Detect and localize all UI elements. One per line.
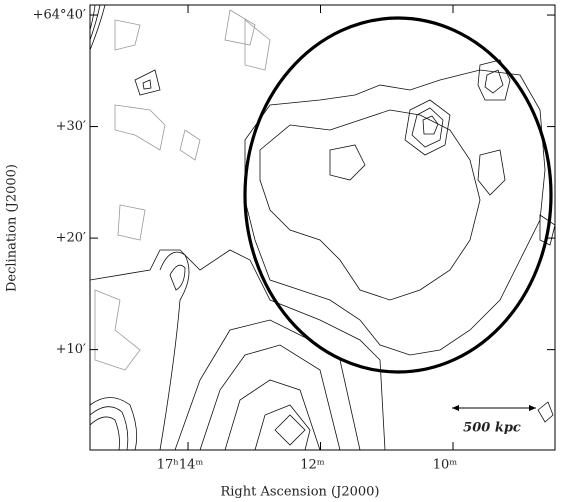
y-tick-label: +10′ bbox=[56, 342, 86, 357]
contours bbox=[89, 4, 556, 451]
x-tick-label: 17ʰ14ᵐ bbox=[157, 458, 204, 473]
scale-label: 500 kpc bbox=[463, 421, 521, 436]
x-tick-label: 10ᵐ bbox=[433, 458, 458, 473]
x-tick-label: 12ᵐ bbox=[300, 458, 325, 473]
cluster-circle bbox=[243, 16, 553, 374]
y-axis-label: Declination (J2000) bbox=[5, 164, 20, 292]
y-tick-label: +20′ bbox=[56, 231, 86, 246]
plot-frame bbox=[89, 4, 556, 451]
y-tick-label: +64°40′ bbox=[33, 8, 86, 23]
scale-bar: 500 kpc bbox=[452, 405, 536, 436]
y-tick-label: +30′ bbox=[56, 119, 86, 134]
x-axis-label: Right Ascension (J2000) bbox=[220, 485, 379, 500]
